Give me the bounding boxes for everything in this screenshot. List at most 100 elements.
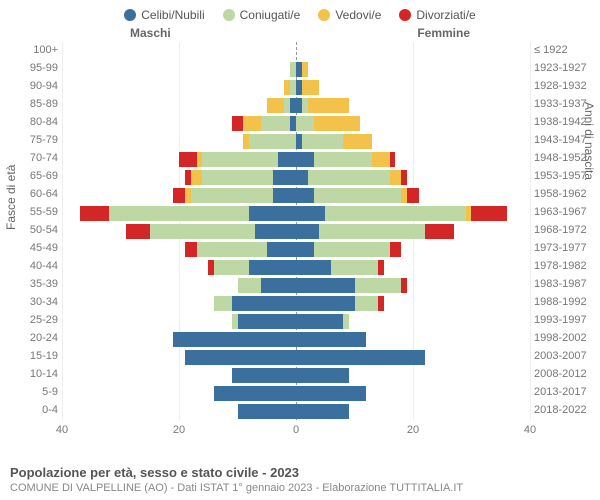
seg-d: [390, 152, 396, 167]
age-row: 45-491973-1977: [62, 240, 530, 258]
age-row: 15-192003-2007: [62, 348, 530, 366]
seg-m: [308, 170, 390, 185]
seg-m: [261, 116, 290, 131]
age-row: 25-291993-1997: [62, 312, 530, 330]
age-label: 55-59: [10, 206, 58, 218]
male-bar: [62, 78, 296, 96]
age-row: 80-841938-1942: [62, 114, 530, 132]
x-axis: 402002040: [62, 424, 530, 440]
legend-swatch: [399, 9, 411, 21]
seg-d: [126, 224, 149, 239]
birth-label: 2003-2007: [534, 350, 594, 362]
x-tick: 20: [407, 424, 419, 436]
legend-label: Coniugati/e: [240, 8, 301, 22]
female-bar: [296, 186, 530, 204]
birth-label: 1968-1972: [534, 224, 594, 236]
age-row: 50-541968-1972: [62, 222, 530, 240]
x-tick: 20: [173, 424, 185, 436]
female-bar: [296, 78, 530, 96]
birth-label: 1973-1977: [534, 242, 594, 254]
header-female: Femmine: [417, 26, 470, 40]
seg-c: [278, 152, 296, 167]
seg-w: [314, 116, 361, 131]
age-row: 90-941928-1932: [62, 78, 530, 96]
male-bar: [62, 222, 296, 240]
legend-label: Celibi/Nubili: [141, 8, 204, 22]
birth-label: 1948-1952: [534, 152, 594, 164]
age-label: 10-14: [10, 368, 58, 380]
age-label: 80-84: [10, 116, 58, 128]
birth-label: 1933-1937: [534, 98, 594, 110]
female-bar: [296, 384, 530, 402]
age-row: 35-391983-1987: [62, 276, 530, 294]
male-bar: [62, 114, 296, 132]
seg-d: [471, 206, 506, 221]
seg-w: [343, 134, 372, 149]
age-row: 55-591963-1967: [62, 204, 530, 222]
seg-m: [355, 296, 378, 311]
seg-c: [249, 206, 296, 221]
birth-label: 1988-1992: [534, 296, 594, 308]
legend-label: Vedovi/e: [335, 8, 381, 22]
age-row: 5-92013-2017: [62, 384, 530, 402]
seg-c: [296, 278, 355, 293]
seg-w: [191, 170, 203, 185]
age-label: 5-9: [10, 386, 58, 398]
birth-label: 1993-1997: [534, 314, 594, 326]
male-bar: [62, 276, 296, 294]
age-label: 20-24: [10, 332, 58, 344]
seg-m: [355, 278, 402, 293]
female-bar: [296, 60, 530, 78]
chart-title: Popolazione per età, sesso e stato civil…: [10, 465, 590, 480]
male-bar: [62, 312, 296, 330]
seg-m: [325, 206, 465, 221]
legend-swatch: [124, 9, 136, 21]
seg-m: [296, 116, 314, 131]
female-bar: [296, 150, 530, 168]
x-tick: 40: [524, 424, 536, 436]
age-row: 100+≤ 1922: [62, 42, 530, 60]
age-label: 60-64: [10, 188, 58, 200]
seg-c: [296, 404, 349, 419]
age-label: 50-54: [10, 224, 58, 236]
seg-w: [372, 152, 390, 167]
seg-m: [331, 260, 378, 275]
age-row: 95-991923-1927: [62, 60, 530, 78]
legend-item: Coniugati/e: [223, 8, 301, 22]
legend: Celibi/Nubili Coniugati/e Vedovi/e Divorzia…: [0, 0, 600, 22]
age-label: 45-49: [10, 242, 58, 254]
age-row: 70-741948-1952: [62, 150, 530, 168]
female-bar: [296, 330, 530, 348]
seg-m: [314, 188, 402, 203]
birth-label: 1953-1957: [534, 170, 594, 182]
male-bar: [62, 60, 296, 78]
legend-item: Divorziati/e: [399, 8, 475, 22]
female-bar: [296, 132, 530, 150]
birth-label: 1998-2002: [534, 332, 594, 344]
seg-m: [302, 134, 343, 149]
seg-m: [214, 296, 232, 311]
seg-d: [232, 116, 244, 131]
seg-d: [378, 296, 384, 311]
seg-c: [296, 368, 349, 383]
female-bar: [296, 366, 530, 384]
seg-c: [296, 386, 366, 401]
female-bar: [296, 276, 530, 294]
age-label: 75-79: [10, 134, 58, 146]
seg-w: [267, 98, 285, 113]
pyramid-chart: 100+≤ 192295-991923-192790-941928-193285…: [62, 42, 530, 420]
female-bar: [296, 348, 530, 366]
seg-d: [401, 170, 407, 185]
female-bar: [296, 42, 530, 60]
seg-m: [343, 314, 349, 329]
age-row: 75-791943-1947: [62, 132, 530, 150]
seg-m: [238, 278, 261, 293]
female-bar: [296, 222, 530, 240]
seg-m: [191, 188, 273, 203]
age-label: 95-99: [10, 62, 58, 74]
age-row: 65-691953-1957: [62, 168, 530, 186]
male-bar: [62, 96, 296, 114]
female-bar: [296, 258, 530, 276]
female-bar: [296, 96, 530, 114]
seg-c: [296, 170, 308, 185]
